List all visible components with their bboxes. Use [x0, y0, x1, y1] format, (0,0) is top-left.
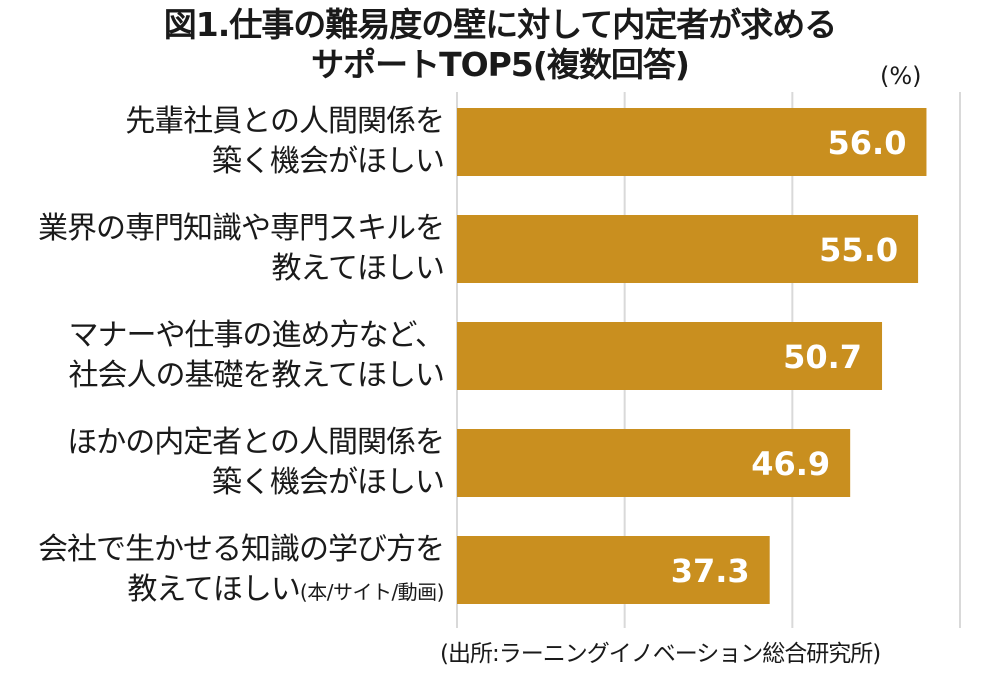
bar-1 [457, 215, 919, 283]
bar-2 [457, 322, 883, 390]
category-label-4-line-1: 教えてほしい(本/サイト/動画) [127, 572, 445, 607]
category-label-0-line-0: 先輩社員との人間関係を [125, 104, 445, 139]
value-label-2: 50.7 [783, 338, 862, 376]
category-label-2-line-0: マナーや仕事の進め方など、 [68, 318, 446, 353]
unit-label: (%) [880, 62, 922, 90]
value-labels: 56.0 55.0 50.7 46.9 37.3 [671, 124, 907, 590]
category-note-4: (本/サイト/動画) [299, 580, 445, 604]
category-label-3-line-0: ほかの内定者との人間関係を [67, 425, 445, 460]
bar-3 [457, 429, 851, 497]
category-label-0: 先輩社員との人間関係を築く機会がほしい [0, 102, 445, 182]
category-label-1-line-0: 業界の専門知識や専門スキルを [38, 211, 445, 246]
category-label-2: マナーや仕事の進め方など、 社会人の基礎を教えてほしい [0, 316, 446, 396]
value-label-3: 46.9 [751, 445, 830, 483]
category-label-1: 業界の専門知識や専門スキルを教えてほしい [0, 209, 446, 289]
value-label-0: 56.0 [828, 124, 907, 162]
bars [457, 108, 927, 604]
chart-title-line-1: 図1.仕事の難易度の壁に対して内定者が求める [163, 5, 838, 44]
chart-title-line-2: サポートTOP5(複数回答) [311, 45, 690, 84]
bar-0 [457, 108, 927, 176]
category-label-4: 会社で生かせる知識の学び方を教えてほしい(本/サイト/動画) [0, 530, 445, 612]
category-label-3-line-1: 築く機会がほしい [212, 465, 445, 500]
category-label-1-line-1: 教えてほしい [271, 251, 446, 286]
category-label-2-line-1: 社会人の基礎を教えてほしい [68, 358, 446, 393]
category-label-0-line-1: 築く機会がほしい [212, 144, 445, 179]
value-label-1: 55.0 [819, 231, 898, 269]
category-label-3: ほかの内定者との人間関係を築く機会がほしい [0, 423, 445, 503]
bar-4 [457, 536, 770, 604]
category-label-4-line-0: 会社で生かせる知識の学び方を [38, 532, 445, 567]
value-label-4: 37.3 [671, 552, 750, 590]
source-note: (出所:ラーニングイノベーション総合研究所) [440, 641, 881, 667]
